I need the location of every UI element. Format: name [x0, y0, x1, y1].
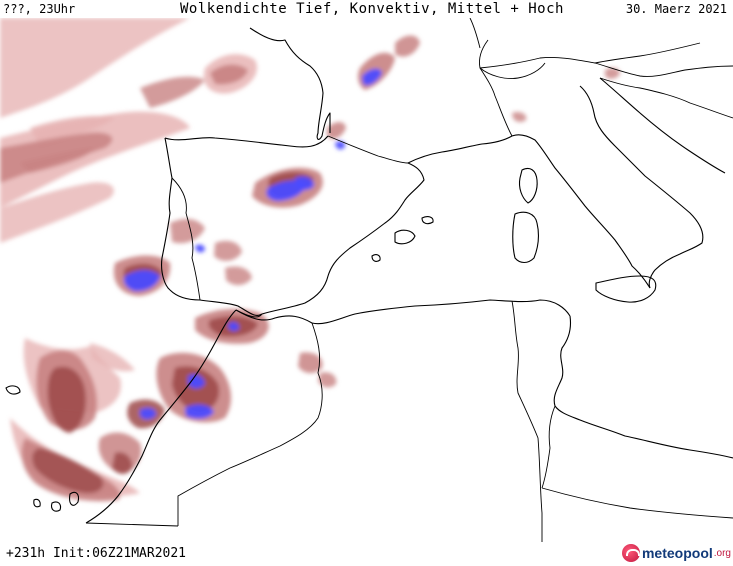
- country-borders: [85, 18, 733, 542]
- cloud-convective-cells: [124, 68, 382, 420]
- coast-italy-west: [511, 134, 651, 289]
- coast-sicily: [595, 275, 657, 303]
- forecast-time-label: ???, 23Uhr: [3, 2, 76, 16]
- weather-map: [0, 18, 733, 542]
- cloud-density-layer: [0, 18, 620, 502]
- coast-north-africa: [235, 299, 571, 325]
- coast-france-med: [407, 135, 513, 164]
- border-tunisia-libya: [541, 405, 556, 489]
- coast-madeira: [5, 385, 21, 395]
- border-algeria-tunisia: [511, 300, 543, 542]
- border-germany: [469, 18, 481, 49]
- border-spain-portugal: [171, 177, 201, 301]
- coast-tunisia: [553, 315, 733, 459]
- forecast-date-label: 30. Maerz 2021: [625, 2, 727, 16]
- border-morocco-inner: [235, 309, 263, 318]
- border-libya: [541, 487, 733, 519]
- coast-menorca: [421, 216, 434, 225]
- coast-canary-2: [51, 501, 62, 512]
- border-alps: [479, 42, 701, 69]
- coast-iberia-north: [164, 135, 329, 148]
- map-title: Wolkendichte Tief, Konvektiv, Mittel + H…: [180, 1, 564, 17]
- border-spain-france: [327, 135, 409, 164]
- coast-morocco-atlantic: [85, 309, 237, 524]
- coast-canary-1: [69, 491, 80, 506]
- border-slovenia-croatia: [599, 77, 733, 119]
- border-austria: [594, 62, 733, 77]
- coast-iberia-west: [161, 137, 263, 316]
- coast-ibiza: [371, 254, 381, 262]
- border-morocco-algeria: [177, 322, 323, 526]
- border-france-east: [479, 39, 513, 137]
- coast-italy-east: [579, 85, 704, 289]
- border-switzerland: [479, 62, 546, 79]
- logo-brand-text: meteopool: [641, 545, 713, 561]
- meteopool-logo[interactable]: meteopool .org: [621, 542, 731, 564]
- border-western-sahara: [85, 522, 179, 527]
- coast-croatia: [599, 77, 726, 174]
- coast-mallorca: [394, 229, 416, 245]
- meteopool-logo-icon: [621, 544, 640, 562]
- coast-france-atlantic: [249, 27, 331, 140]
- coastlines: [5, 27, 733, 524]
- logo-tld-text: .org: [713, 547, 731, 559]
- coast-canary-3: [33, 498, 41, 508]
- forecast-run-info: +231h Init:06Z21MAR2021: [6, 546, 187, 561]
- coast-corsica: [518, 167, 538, 204]
- coast-sardinia: [512, 211, 539, 264]
- coast-iberia-east: [261, 162, 425, 315]
